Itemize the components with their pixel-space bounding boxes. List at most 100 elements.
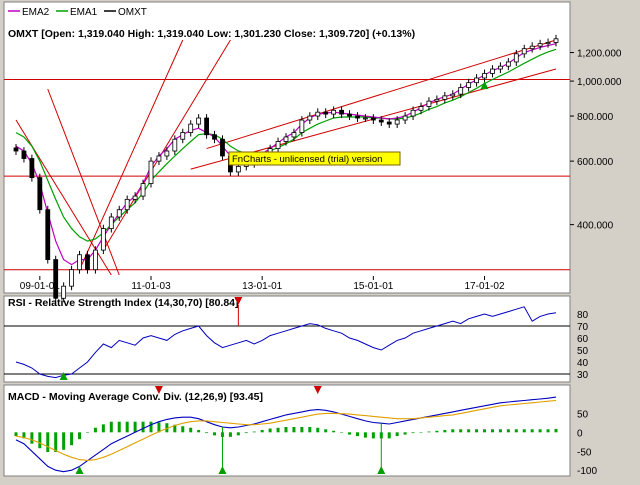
candle (402, 112, 408, 124)
candle (77, 250, 82, 274)
histogram-bar (514, 429, 518, 433)
candle (220, 135, 225, 160)
x-tick-label: 11-01-03 (131, 281, 171, 292)
histogram-bar (467, 429, 471, 433)
histogram-bar (395, 432, 399, 437)
histogram-bar (125, 421, 129, 433)
candle (474, 74, 479, 87)
candle (521, 44, 527, 58)
histogram-bar (427, 431, 431, 433)
candle (116, 205, 122, 221)
histogram-bar (498, 429, 502, 433)
price-y-tick-label: 1,200.000 (577, 49, 622, 60)
rsi-sell-marker (234, 297, 243, 305)
candle (537, 39, 543, 51)
candle (482, 69, 487, 82)
histogram-bar (244, 432, 248, 434)
buy-arrow (480, 81, 489, 90)
candle (108, 213, 114, 233)
legend-label-ema2: EMA2 (22, 7, 50, 18)
rsi-line (15, 306, 557, 379)
candle (434, 95, 440, 106)
candle (69, 265, 74, 291)
histogram-bar (149, 421, 153, 433)
x-tick-label: 13-01-01 (242, 281, 282, 292)
candle (498, 62, 503, 74)
x-tick-label: 15-01-01 (353, 281, 393, 292)
candle (545, 38, 551, 48)
candle (490, 65, 495, 78)
candle (172, 135, 178, 155)
candle (132, 192, 138, 204)
candle (37, 173, 43, 214)
histogram-bar (363, 432, 367, 438)
histogram-bar (300, 427, 304, 433)
histogram-bar (213, 432, 217, 436)
price-y-tick-label: 400.000 (577, 221, 614, 232)
price-y-tick-label: 1,000.000 (577, 77, 622, 88)
histogram-bar (228, 432, 232, 437)
candle (204, 114, 209, 139)
candle (363, 114, 368, 122)
candle (275, 137, 281, 153)
candle (21, 147, 27, 163)
candle (513, 49, 519, 66)
macd-y-tick-label: 50 (577, 409, 589, 420)
candle (291, 128, 297, 141)
histogram-bar (546, 429, 550, 433)
trend-line (206, 39, 557, 150)
trend-line (79, 39, 184, 270)
macd-macd-line (15, 396, 557, 473)
histogram-bar (14, 432, 18, 437)
watermark: FnCharts - unlicensed (trial) version (228, 151, 401, 166)
candle (299, 116, 305, 137)
candle (53, 255, 59, 303)
candle (196, 114, 202, 129)
histogram-bar (371, 432, 375, 439)
histogram-bar (78, 432, 82, 440)
histogram-bar (141, 421, 145, 433)
candle (450, 90, 456, 100)
histogram-bar (133, 421, 137, 433)
legend-label-ema1: EMA1 (70, 7, 98, 18)
histogram-bar (70, 432, 74, 446)
candle (29, 154, 35, 182)
rsi-y-tick-label: 50 (577, 346, 589, 357)
price-chart (4, 34, 570, 303)
histogram-bar (538, 429, 542, 433)
candle (164, 147, 170, 160)
histogram-bar (46, 432, 50, 453)
candle (124, 195, 130, 214)
histogram-bar (324, 429, 328, 433)
macd-sell-marker (313, 386, 322, 394)
candle (307, 112, 313, 124)
histogram-bar (316, 427, 320, 433)
candle (283, 133, 289, 146)
candle (418, 102, 424, 115)
price-header: OMXT [Open: 1,319.040 High: 1,319.040 Lo… (8, 28, 415, 40)
candle (529, 42, 535, 53)
histogram-bar (62, 432, 66, 450)
histogram-bar (268, 428, 272, 433)
rsi-y-tick-label: 40 (577, 358, 589, 369)
histogram-bar (276, 427, 280, 433)
histogram-bar (308, 427, 312, 433)
histogram-bar (475, 429, 479, 433)
histogram-bar (340, 432, 344, 433)
histogram-bar (205, 432, 209, 434)
trend-line (102, 39, 231, 251)
histogram-bar (355, 432, 359, 437)
candle (442, 92, 448, 104)
macd-buy-marker (75, 466, 84, 474)
histogram-bar (189, 427, 193, 433)
histogram-bar (181, 426, 185, 433)
histogram-bar (236, 432, 240, 436)
macd-signal-line (15, 399, 557, 461)
histogram-bar (284, 427, 288, 433)
candle (100, 224, 106, 255)
macd-y-tick-label: -100 (577, 466, 597, 477)
rsi-y-tick-label: 30 (577, 370, 589, 381)
candle (315, 108, 321, 121)
